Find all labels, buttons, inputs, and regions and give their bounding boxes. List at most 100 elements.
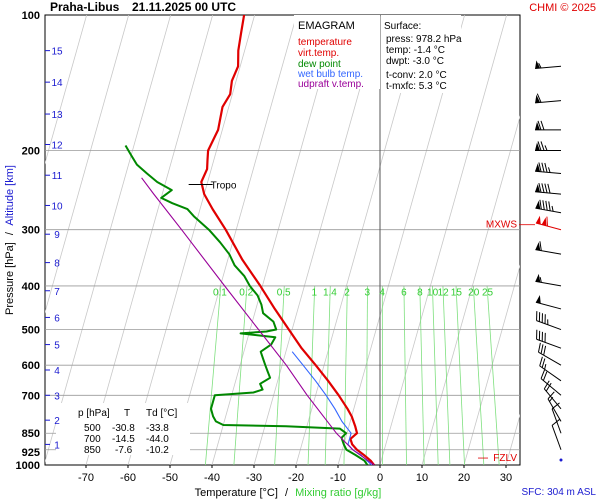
wind-barb — [535, 141, 561, 151]
wind-barb-flag — [537, 120, 542, 131]
legend-temperature: temperature — [298, 37, 352, 48]
wind-barb-staff — [539, 365, 562, 382]
level-table-header-t: T — [124, 408, 130, 419]
wind-barb-flag — [547, 183, 551, 194]
wind-barb-pennant — [535, 295, 541, 304]
wind-barb-staff — [543, 388, 562, 410]
wind-barb — [535, 182, 562, 195]
wind-barb — [540, 369, 562, 396]
level-table: p [hPa] T Td [°C] 500 -30.8 -33.8 700 -1… — [56, 403, 190, 456]
wind-barb — [536, 311, 562, 331]
mixing-ratio-line — [274, 285, 285, 465]
surface-press: press: 978.2 hPa — [386, 34, 462, 45]
level-table-header-td: Td [°C] — [146, 408, 177, 419]
wind-barb-staff — [551, 408, 562, 434]
wind-barb-half — [551, 205, 554, 212]
altitude-tick-11: 11 — [52, 171, 63, 182]
temperature-tick--50: -50 — [162, 472, 178, 484]
legend-dew-point: dew point — [298, 59, 341, 70]
wind-barb-flag — [551, 419, 560, 426]
wind-barb-half — [547, 319, 549, 325]
wind-barb-flag — [539, 241, 542, 251]
wind-barb-flag — [536, 311, 538, 321]
pressure-tick-925: 925 — [22, 447, 40, 459]
y-axis-label: Pressure [hPa] — [4, 242, 16, 315]
temperature-tick--30: -30 — [246, 472, 262, 484]
level-table-p-850: 850 — [84, 445, 101, 456]
mixing-ratio-label: 0.5 — [277, 287, 291, 298]
altitude-tick-14: 14 — [51, 78, 63, 89]
mixing-ratio-line — [403, 285, 407, 465]
wind-barb-staff — [535, 249, 562, 255]
wind-barb-staff — [540, 378, 562, 396]
isotherm — [421, 115, 520, 465]
mixing-ratio-label: 0.2 — [239, 287, 253, 298]
wind-barb-half — [548, 167, 551, 173]
copyright-label: CHMI © 2025 — [529, 2, 596, 14]
wind-barb — [535, 199, 562, 214]
wind-barb-staff — [535, 170, 562, 174]
wind-barb-flag — [541, 183, 545, 193]
altitude-tick-7: 7 — [54, 287, 60, 298]
wind-barb — [535, 215, 562, 231]
mixing-ratio-line — [204, 285, 222, 465]
mixing-ratio-label: 20 — [468, 287, 480, 298]
mixing-ratio-label: 6 — [401, 287, 407, 298]
surface-wind-dot — [559, 458, 563, 462]
series-udpraft-v-temp — [141, 177, 375, 465]
temperature-tick--70: -70 — [78, 472, 94, 484]
surface-dwpt: dwpt: -3.0 °C — [386, 56, 444, 67]
legend-box — [294, 15, 380, 89]
isotherm — [379, 15, 508, 465]
wind-barb-pennant — [535, 121, 540, 130]
legend-updraft: udpraft v.temp. — [298, 79, 364, 90]
mixing-ratio-label: 4 — [379, 287, 385, 298]
level-table-td-850: -10.2 — [146, 445, 169, 456]
wind-barb-pennant — [535, 200, 541, 210]
wind-barb-half — [538, 62, 542, 69]
wind-barb-flag — [544, 162, 548, 173]
mixing-ratio-line — [455, 285, 465, 465]
profile-series — [124, 15, 375, 465]
temperature-tick--60: -60 — [120, 472, 136, 484]
x-axis-separator: / — [285, 487, 289, 499]
wind-barb-flag — [541, 358, 546, 368]
wind-barb-flag — [542, 200, 545, 210]
mixing-ratio-line — [472, 285, 485, 465]
wind-barb-flag — [540, 344, 544, 354]
wind-barb-flag — [540, 120, 545, 131]
wind-barb-pennant — [535, 163, 541, 172]
altitude-tick-12: 12 — [51, 141, 63, 152]
series-dew-point — [124, 144, 369, 465]
diagram-label: EMAGRAM — [298, 20, 355, 32]
surface-temp: temp: -1.4 °C — [386, 45, 445, 56]
isotherm-lines — [0, 15, 520, 465]
wind-barb-flag — [543, 345, 547, 356]
x-axis-title: Temperature [°C] / Mixing ratio [g/kg] — [195, 487, 382, 499]
wind-barb-flag — [539, 356, 543, 367]
legend-virt-temp: virt.temp. — [298, 48, 339, 59]
wind-barb-half — [549, 396, 554, 402]
wind-barb-flag — [539, 199, 542, 210]
mixing-ratio-label: 8 — [417, 287, 423, 298]
mixing-ratio-lines — [204, 285, 500, 465]
altitude-tick-2: 2 — [54, 416, 60, 427]
pressure-tick-200: 200 — [22, 145, 40, 157]
wind-barb-half — [539, 277, 542, 283]
pressure-tick-1000: 1000 — [16, 460, 40, 472]
altitude-tick-1: 1 — [54, 440, 60, 451]
altitude-tick-5: 5 — [54, 341, 60, 352]
wind-barb-flag — [538, 162, 542, 172]
pressure-tick-300: 300 — [22, 225, 40, 237]
wind-barb-flag — [544, 183, 548, 193]
temperature-tick-0: 0 — [377, 472, 383, 484]
isotherm — [0, 15, 3, 465]
wind-barb — [551, 402, 562, 434]
wind-barb-pennant — [535, 273, 541, 283]
pressure-tick-850: 850 — [22, 428, 40, 440]
altitude-tick-3: 3 — [54, 391, 60, 402]
wind-barb — [543, 380, 562, 410]
wind-barb-flag — [545, 382, 552, 392]
